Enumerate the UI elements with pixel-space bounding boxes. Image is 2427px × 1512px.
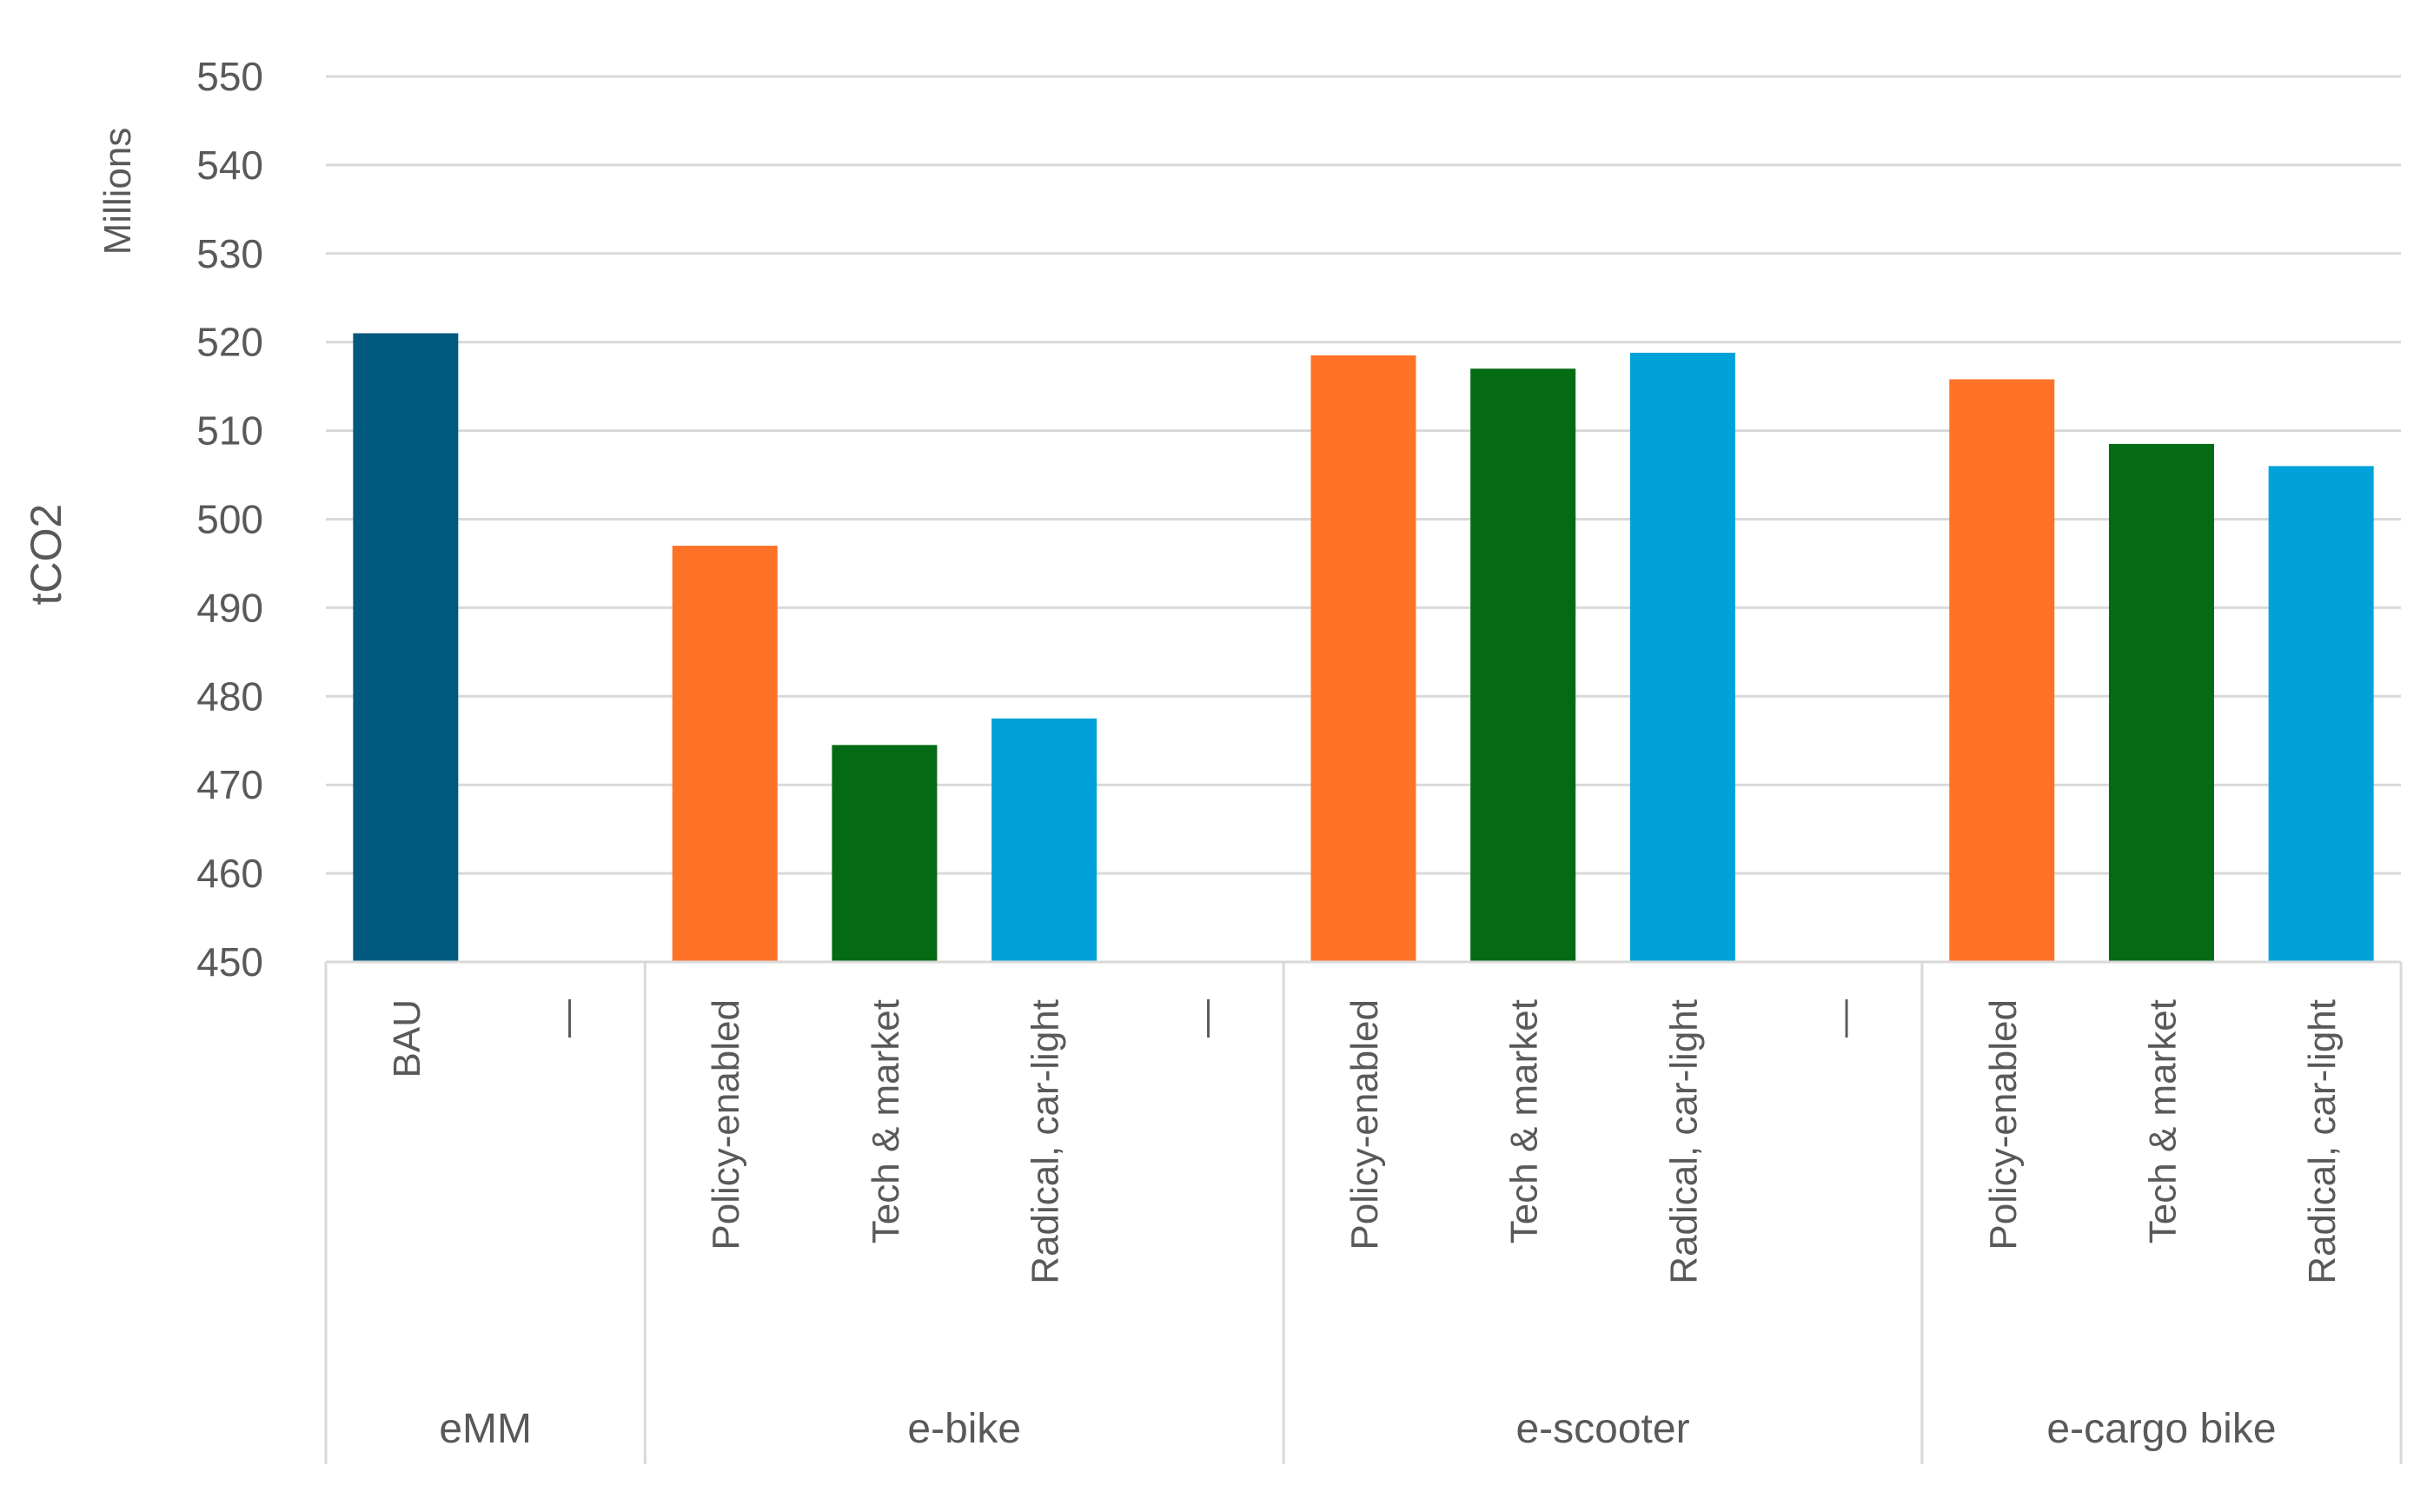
- bar: [353, 333, 459, 962]
- category-axis: BAU — eMM Policy-enabled Tech & market Radica…: [324, 960, 2403, 1464]
- x-tick-label: Radical, car-light: [1025, 999, 1067, 1284]
- y-tick-label: 450: [196, 939, 263, 985]
- x-tick-label: Policy-enabled: [1343, 999, 1386, 1250]
- y-tick-label: 480: [196, 673, 263, 719]
- x-tick-label: Tech & market: [1503, 999, 1546, 1243]
- x-tick-label: Policy-enabled: [1982, 999, 2025, 1250]
- bar: [672, 546, 778, 962]
- x-tick-label: Radical, car-light: [1662, 999, 1705, 1284]
- bar: [1629, 352, 1735, 963]
- bar: [2268, 466, 2374, 962]
- y-tick-label: 470: [196, 762, 263, 807]
- y-axis-ticks: 450 460 470 480 490 500 510 520 530 540 550: [196, 54, 263, 985]
- y-tick-label: 520: [196, 320, 263, 365]
- bar: [832, 745, 938, 962]
- y-tick-label: 530: [196, 231, 263, 276]
- y-tick-label: 500: [196, 497, 263, 542]
- x-tick-label: Tech & market: [2141, 999, 2184, 1243]
- y-tick-label: 550: [196, 54, 263, 99]
- y-tick-label: 510: [196, 408, 263, 454]
- x-tick-label: Policy-enabled: [705, 999, 747, 1250]
- y-tick-label: 490: [196, 585, 263, 630]
- group-label: eMM: [439, 1406, 532, 1452]
- x-tick-label: —: [546, 999, 588, 1038]
- x-tick-label: —: [1184, 999, 1226, 1038]
- bars: [353, 333, 2374, 963]
- bar: [1470, 368, 1576, 962]
- x-tick-label: —: [1822, 999, 1865, 1038]
- group-label: e-cargo bike: [2046, 1406, 2276, 1452]
- group-label: e-scooter: [1515, 1406, 1689, 1452]
- y-axis-title: tCO2: [22, 504, 70, 606]
- group-label: e-bike: [907, 1406, 1021, 1452]
- bar: [1949, 379, 2055, 962]
- x-tick-label: BAU: [386, 999, 428, 1078]
- bar: [1310, 355, 1416, 962]
- x-tick-label: Tech & market: [865, 999, 907, 1243]
- y-axis-unit: Millions: [96, 128, 139, 255]
- x-tick-label: Radical, car-light: [2301, 999, 2344, 1284]
- y-tick-label: 540: [196, 143, 263, 188]
- y-tick-label: 460: [196, 851, 263, 896]
- bar: [2108, 443, 2214, 962]
- bar: [991, 718, 1097, 962]
